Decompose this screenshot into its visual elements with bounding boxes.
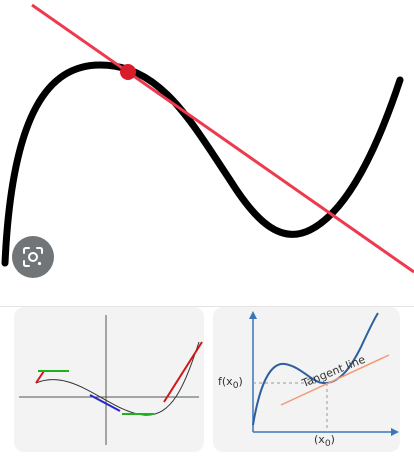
fx0-label: f(x0) [218, 375, 243, 392]
parabola-curve [35, 341, 200, 416]
tangent-left [35, 370, 45, 384]
tangent-right [163, 341, 203, 403]
tangent-mid [89, 394, 121, 412]
related-image-parabola[interactable] [14, 307, 204, 452]
y-axis-arrow [249, 311, 257, 319]
section-divider [0, 290, 414, 307]
main-image[interactable] [0, 0, 414, 290]
x0-label: (x0) [314, 433, 335, 450]
x-axis-arrow [391, 428, 399, 436]
visual-search-button[interactable] [12, 236, 54, 278]
lens-icon [23, 247, 43, 267]
tangent-line [31, 3, 414, 274]
tangent-line [280, 354, 390, 406]
cubic-curve [1, 61, 404, 267]
tangent-point [120, 64, 136, 80]
related-image-tangent-diagram[interactable]: f(x0) (x0) Tangent line [213, 307, 400, 452]
